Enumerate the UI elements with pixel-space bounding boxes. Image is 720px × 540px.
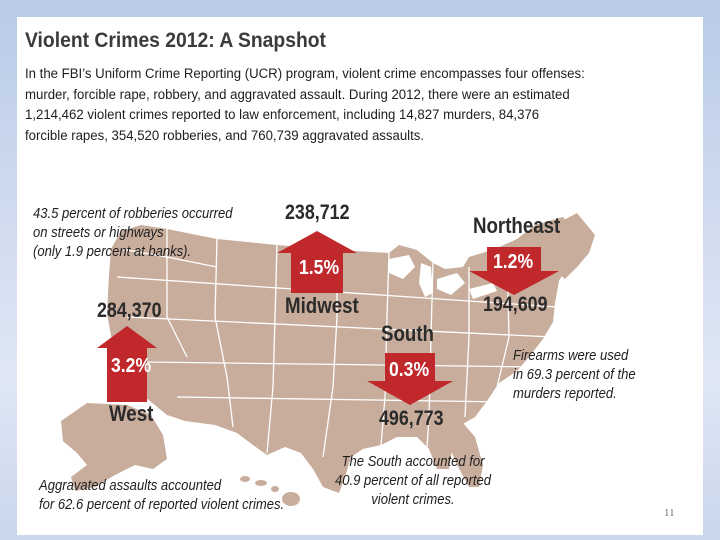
note-line: 43.5 percent of robberies occurred (33, 206, 233, 222)
west-count: 284,370 (97, 299, 162, 322)
intro-paragraph: In the FBI’s Uniform Crime Reporting (UC… (25, 64, 695, 146)
intro-line: In the FBI’s Uniform Crime Reporting (UC… (25, 66, 585, 82)
south-count: 496,773 (379, 407, 444, 430)
south-share-note: The South accounted for 40.9 percent of … (335, 453, 491, 510)
midwest-change: 1.5% (299, 257, 340, 279)
intro-line: 1,214,462 violent crimes reported to law… (25, 107, 540, 123)
us-map-graphic (61, 213, 595, 506)
northeast-label: Northeast (473, 213, 561, 238)
slide: Violent Crimes 2012: A Snapshot In the F… (17, 17, 703, 535)
note-line: The South accounted for (341, 454, 485, 470)
page-number: 11 (664, 507, 675, 519)
hawaii-shape (240, 476, 300, 506)
south-down-arrow (367, 353, 453, 405)
firearms-note: Firearms were used in 69.3 percent of th… (513, 347, 636, 404)
south-change: 0.3% (389, 359, 430, 381)
south-label: South (381, 321, 434, 346)
robberies-note: 43.5 percent of robberies occurred on st… (33, 205, 232, 262)
note-line: Firearms were used (513, 348, 629, 364)
note-line: violent crimes. (371, 492, 455, 508)
note-line: 40.9 percent of all reported (335, 473, 491, 489)
alaska-shape (61, 403, 167, 491)
note-line: on streets or highways (33, 225, 164, 241)
west-up-arrow (97, 326, 157, 402)
note-line: murders reported. (513, 386, 617, 402)
west-label: West (109, 401, 154, 426)
northeast-count: 194,609 (483, 293, 548, 316)
intro-line: forcible rapes, 354,520 robberies, and 7… (25, 127, 425, 144)
northeast-down-arrow (469, 247, 559, 295)
arrows (97, 231, 559, 405)
midwest-count: 238,712 (285, 201, 350, 224)
page-title: Violent Crimes 2012: A Snapshot (25, 29, 326, 52)
midwest-up-arrow (277, 231, 357, 293)
new-england-shape (547, 213, 595, 279)
midwest-label: Midwest (285, 293, 359, 318)
assaults-note: Aggravated assaults accounted for 62.6 p… (39, 477, 284, 515)
note-line: for 62.6 percent of reported violent cri… (39, 497, 285, 513)
note-line: in 69.3 percent of the (513, 367, 636, 383)
west-change: 3.2% (111, 355, 152, 377)
note-line: (only 1.9 percent at banks). (33, 244, 192, 260)
florida-shape (437, 423, 483, 487)
intro-line: murder, forcible rape, robbery, and aggr… (25, 86, 570, 103)
note-line: Aggravated assaults accounted (39, 478, 222, 494)
northeast-change: 1.2% (493, 251, 534, 273)
